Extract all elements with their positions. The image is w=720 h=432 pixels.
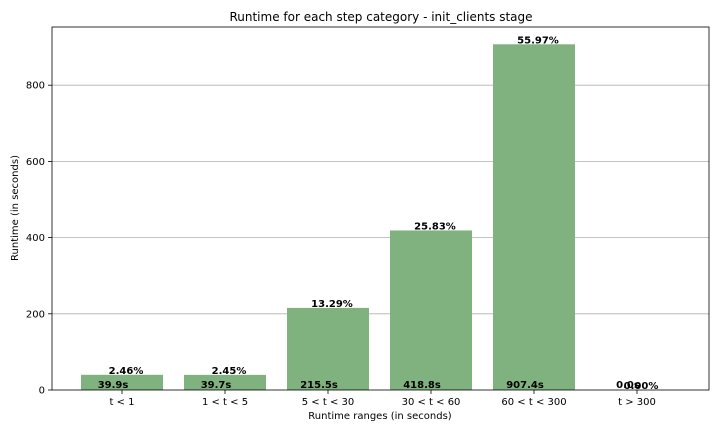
y-tick-label: 400 xyxy=(26,233,45,244)
value-label: 907.4s xyxy=(506,380,544,391)
value-label: 215.5s xyxy=(300,380,338,391)
percent-label: 13.29% xyxy=(311,299,353,310)
y-tick-label: 0 xyxy=(39,386,45,397)
bar xyxy=(81,374,163,390)
x-tick-label: 60 < t < 300 xyxy=(501,397,566,408)
x-tick-label: 30 < t < 60 xyxy=(402,397,461,408)
percent-label: 0.00% xyxy=(624,381,659,392)
y-tick-label: 600 xyxy=(26,157,45,168)
percent-label: 55.97% xyxy=(517,35,559,46)
value-label: 0.0s xyxy=(616,380,640,391)
y-axis: 0 200 400 600 800 xyxy=(26,81,52,397)
y-tick-label: 200 xyxy=(26,309,45,320)
gridlines xyxy=(52,84,709,315)
x-tick-label: t < 1 xyxy=(109,397,134,408)
bar xyxy=(184,374,266,390)
bar xyxy=(493,44,575,391)
bar xyxy=(390,230,472,390)
x-tick-label: t > 300 xyxy=(618,397,656,408)
value-label: 39.7s xyxy=(201,380,232,391)
bars xyxy=(81,44,575,391)
value-label: 39.9s xyxy=(98,380,129,391)
x-tick-label: 1 < t < 5 xyxy=(202,397,248,408)
percent-label: 25.83% xyxy=(414,221,456,232)
bar xyxy=(287,307,369,390)
x-tick-label: 5 < t < 30 xyxy=(302,397,354,408)
value-label: 418.8s xyxy=(403,380,441,391)
y-tick-label: 800 xyxy=(26,81,45,92)
chart-title: Runtime for each step category - init_cl… xyxy=(229,10,532,24)
percent-label: 2.45% xyxy=(212,366,247,377)
x-axis-label: Runtime ranges (in seconds) xyxy=(308,411,451,422)
percent-label: 2.46% xyxy=(109,366,144,377)
plot-frame xyxy=(51,26,710,391)
x-axis: t < 1 1 < t < 5 5 < t < 30 30 < t < 60 60 < … xyxy=(109,390,656,408)
data-labels: 2.46% 39.9s 2.45% 39.7s 13.29% 215.5s 25.83% 41… xyxy=(98,35,659,392)
y-axis-label: Runtime (in seconds) xyxy=(10,155,21,261)
